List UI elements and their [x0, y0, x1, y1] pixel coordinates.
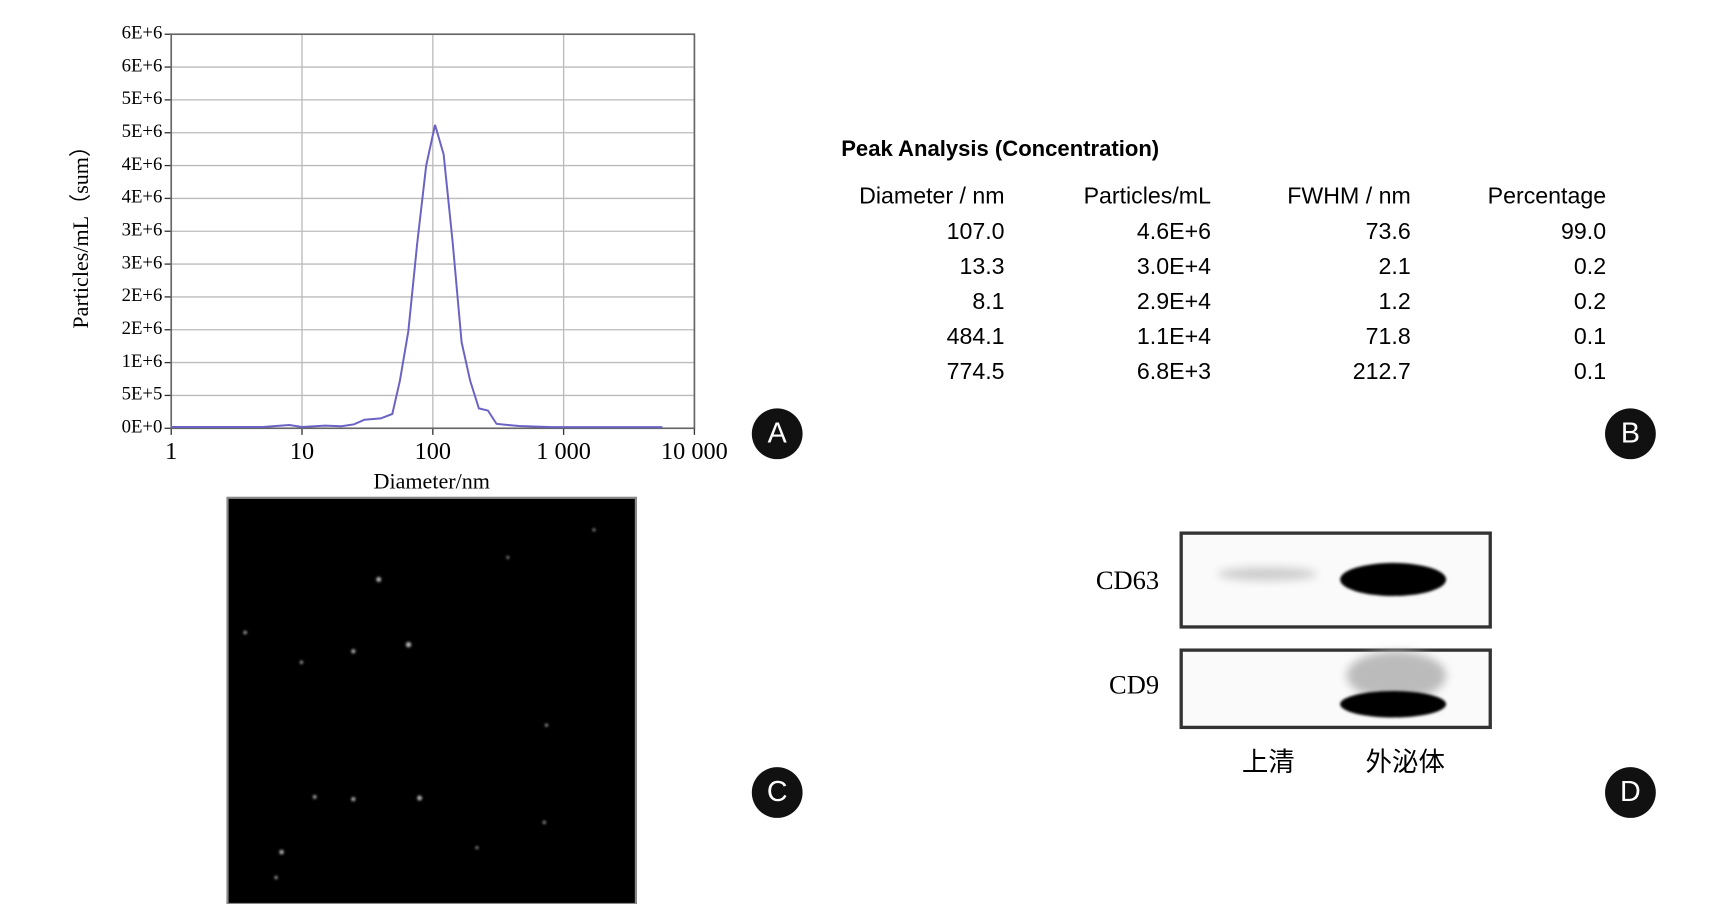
x-axis-label: Diameter/nm — [374, 469, 490, 494]
panel-label: D — [1620, 776, 1641, 808]
table-cell: 484.1 — [947, 323, 1005, 349]
band — [1340, 690, 1447, 718]
table-cell: 0.1 — [1574, 358, 1606, 384]
panel-label: C — [767, 776, 788, 808]
nta-image — [226, 496, 638, 904]
table-cell: 0.2 — [1574, 253, 1606, 279]
particles — [243, 528, 596, 880]
y-tick-label: 6E+6 — [122, 55, 163, 76]
x-tick-label: 10 000 — [661, 438, 728, 465]
column-header: Percentage — [1488, 183, 1606, 209]
table-cell: 1.1E+4 — [1137, 323, 1211, 349]
table-cell: 2.1 — [1379, 253, 1411, 279]
y-tick-label: 2E+6 — [122, 318, 163, 339]
table-cell: 73.6 — [1366, 218, 1411, 244]
table-cell: 3.0E+4 — [1137, 253, 1211, 279]
y-tick-label: 2E+6 — [122, 285, 163, 306]
table-cell: 0.1 — [1574, 323, 1606, 349]
table-cell: 107.0 — [947, 218, 1005, 244]
table-cell: 774.5 — [947, 358, 1005, 384]
y-tick-label: 5E+5 — [122, 384, 163, 405]
band-smear — [1346, 651, 1447, 700]
y-axis-label: Particles/mL（sum） — [68, 135, 93, 329]
table-cell: 6.8E+3 — [1137, 358, 1211, 384]
blot-lane-label: 上清 — [1242, 747, 1295, 777]
panel-label: B — [1621, 417, 1640, 449]
y-tick-label: 0E+0 — [122, 417, 163, 438]
band — [1340, 562, 1447, 597]
panel-labels: A B C D — [751, 408, 1656, 818]
panel-badge — [1605, 408, 1656, 460]
table-cell: 212.7 — [1353, 358, 1411, 384]
band — [1217, 567, 1317, 581]
y-tick-label: 3E+6 — [122, 252, 163, 273]
blot-row-label: CD63 — [1096, 565, 1159, 595]
y-tick-label: 5E+6 — [122, 121, 163, 142]
peak-table: Peak Analysis (Concentration) Diameter /… — [841, 136, 1606, 384]
table-cell: 13.3 — [959, 253, 1004, 279]
y-tick-label: 5E+6 — [122, 88, 163, 109]
table-cell: 99.0 — [1561, 218, 1606, 244]
x-tick-label: 1 000 — [536, 438, 591, 465]
x-tick-label: 1 — [165, 438, 177, 465]
table-title: Peak Analysis (Concentration) — [841, 136, 1159, 161]
plot-frame — [170, 33, 696, 430]
y-tick-label: 4E+6 — [122, 187, 163, 208]
column-header: Diameter / nm — [859, 183, 1004, 209]
panel-label: A — [768, 417, 788, 449]
blot-lane-label: 外泌体 — [1366, 747, 1445, 777]
table-cell: 4.6E+6 — [1137, 218, 1211, 244]
column-header: FWHM / nm — [1287, 183, 1410, 209]
x-tick-label: 100 — [415, 438, 451, 465]
image-frame — [226, 496, 638, 904]
panel-badge — [751, 767, 803, 818]
table-cell: 0.2 — [1574, 288, 1606, 314]
y-tick-label: 6E+6 — [122, 23, 163, 44]
table-cell: 2.9E+4 — [1137, 288, 1211, 314]
table-cell: 8.1 — [972, 288, 1004, 314]
y-tick-label: 4E+6 — [122, 154, 163, 175]
table-cell: 1.2 — [1379, 288, 1411, 314]
western-blot: CD63 CD9 上清 外泌体 — [1096, 531, 1492, 777]
blot-row-label: CD9 — [1109, 670, 1159, 700]
column-header: Particles/mL — [1084, 183, 1212, 209]
x-tick-label: 10 — [290, 438, 314, 465]
y-tick-label: 3E+6 — [122, 220, 163, 241]
blot-box — [1179, 648, 1492, 730]
table-cell: 71.8 — [1366, 323, 1411, 349]
size-distribution-chart: 0E+0 5E+5 1E+6 2E+6 2E+6 3E+6 3E+6 4E+6 4E+6 5E+6… — [122, 23, 728, 466]
distribution-line — [171, 124, 663, 429]
panel-badge — [1605, 767, 1656, 818]
panel-badge — [751, 408, 803, 460]
y-tick-label: 1E+6 — [122, 351, 163, 372]
